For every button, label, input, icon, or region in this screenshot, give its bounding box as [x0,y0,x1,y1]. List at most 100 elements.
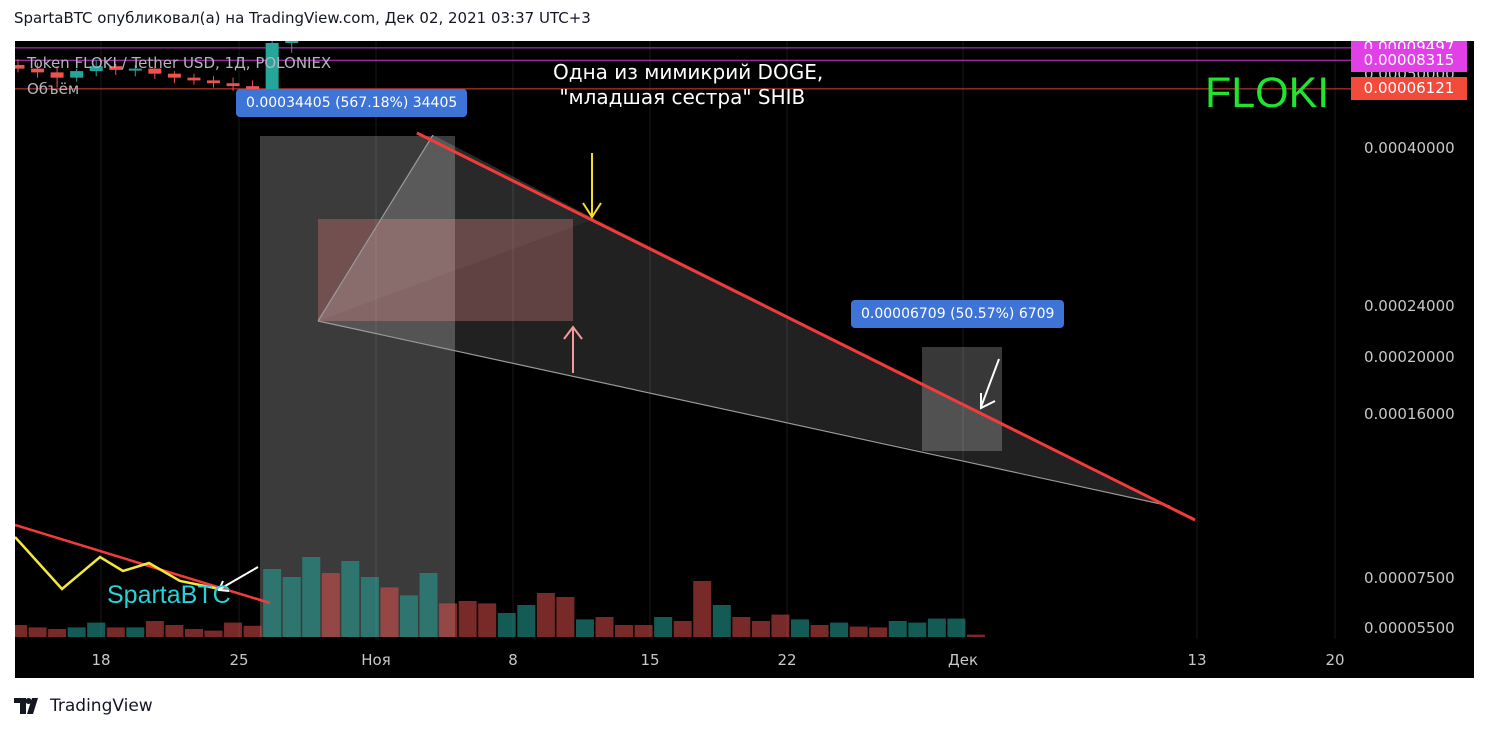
volume-bar [888,621,907,637]
volume-bar [849,626,868,637]
candle-body [109,66,123,70]
volume-bar [751,621,770,637]
candle-body [187,77,201,81]
volume-bar [517,605,536,637]
volume-bar [48,629,67,637]
volume-bar [145,621,164,637]
y-tick-label: 0.00016000 [1364,405,1455,423]
volume-bar [321,573,340,637]
arrow-down-yellow-head [582,202,602,219]
wedge-upper-line [317,134,434,322]
chart-canvas[interactable] [15,41,1474,678]
candle-body [207,80,220,84]
volume-bar [791,619,809,637]
candle-body [89,66,103,72]
volume-bar [830,622,849,637]
volume-bar [87,622,106,637]
publish-info: SpartaBTC опубликовал(а) на TradingView.… [14,9,591,27]
candle-body [50,72,64,78]
grid-lines [100,41,1336,639]
footer-brand-text: TradingView [50,696,153,716]
volume-bar [927,618,946,637]
candle-body [128,68,142,71]
measure-label-range: 0.00006709 (50.57%) 6709 [851,300,1065,328]
drawing-zones [260,134,1171,637]
volume-bar [966,634,985,637]
breakout-box [922,347,1002,451]
volume-bar [15,625,27,637]
volume-bar [28,627,47,637]
volume-bar [106,627,125,637]
zigzag-line [15,536,221,591]
pump-range-box [260,136,455,637]
volume-bar [243,625,262,637]
resistance-trendline [416,131,1196,522]
x-tick-label: Дек [947,651,979,669]
volume-bar [810,625,829,637]
price-tag[interactable]: 0.00008315 [1351,48,1467,72]
candle-body [226,83,240,87]
volume-bar [771,614,790,637]
y-tick-label: 0.00024000 [1364,297,1455,315]
volume-bar [615,625,634,637]
volume-bar [712,605,731,637]
volume-bar [204,630,223,637]
volume-bar [400,595,418,637]
x-tick-label: 18 [91,651,111,669]
volume-bar [654,617,673,637]
volume-bar [595,617,614,637]
volume-bar [165,625,184,637]
y-tick-label: 0.00040000 [1364,139,1455,157]
candle-body [15,65,25,69]
arrow-white-icon [980,358,1000,408]
volume-bar [360,577,379,637]
volume-bar [419,573,438,637]
x-tick-label: Ноя [361,651,391,669]
candle-body [31,68,45,73]
arrow-white-small-icon [219,566,259,590]
volume-bar [908,622,927,637]
x-tick-label: 22 [777,651,797,669]
candle-body [265,43,279,91]
x-tick-label: 15 [640,651,660,669]
x-tick-label: 20 [1325,651,1345,669]
volume-bar [458,601,477,637]
price-level-lines [15,47,1351,90]
footer-brand[interactable]: TradingView [14,694,153,718]
chart-area[interactable]: Token FLOKI / Tether USD, 1Д, POLONIEX О… [15,41,1474,678]
wedge-lower-line [317,320,1171,507]
arrow-up-pink-head [563,325,583,340]
volume-bar [126,627,145,637]
volume-bar [478,603,497,637]
volume-bar [732,617,751,637]
annotation-text: Одна из мимикрий DOGE, "младшая сестра" … [553,60,824,109]
volume-bars [15,557,985,637]
consolidation-box [318,219,573,321]
wedge-fill-lower [318,219,1170,506]
volume-bar [497,613,516,637]
price-tag[interactable]: 0.00006121 [1351,77,1467,101]
volume-bar [869,627,888,637]
y-tick-label: 0.00005500 [1364,619,1455,637]
candlestick-series [15,41,299,94]
y-tick-label: 0.00007500 [1364,569,1455,587]
candle-body [167,73,181,78]
candle-body [70,71,84,78]
ticker-label: FLOKI [1205,69,1330,117]
volume-bar [67,627,86,637]
candle-body [148,68,162,74]
y-tick-label: 0.00020000 [1364,348,1455,366]
volume-bar [380,587,399,637]
arrow-white-head [980,393,996,410]
volume-bar [556,597,575,637]
volume-legend[interactable]: Объём [27,80,80,98]
trendline-drawings [15,131,1196,605]
volume-bar [439,603,458,637]
measure-label-pump: 0.00034405 (567.18%) 34405 [236,89,468,117]
volume-bar [302,557,321,637]
arrow-white-small-head [217,580,230,592]
symbol-legend[interactable]: Token FLOKI / Tether USD, 1Д, POLONIEX [27,54,332,72]
x-tick-label: 8 [508,651,518,669]
candle-body [285,41,299,44]
volume-bar [224,622,243,637]
